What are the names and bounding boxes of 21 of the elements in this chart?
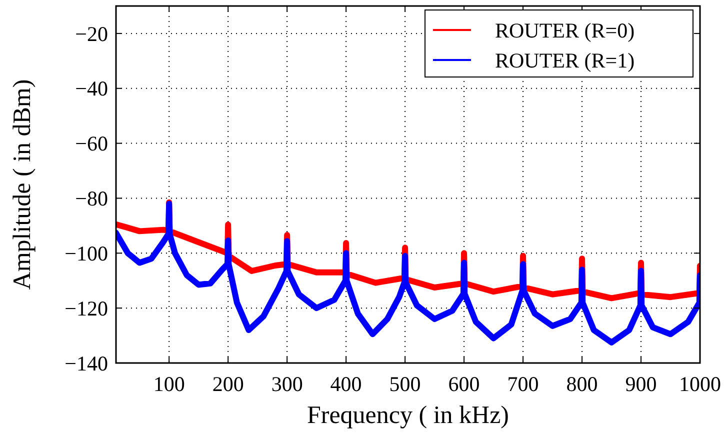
x-tick-label: 700 [507, 372, 539, 396]
x-tick-label: 1000 [679, 372, 721, 396]
y-tick-label: −40 [75, 76, 108, 101]
legend-label: ROUTER (R=0) [495, 18, 635, 42]
x-tick-label: 800 [566, 372, 598, 396]
x-axis-title: Frequency ( in kHz) [306, 402, 510, 429]
y-tick-label: −80 [75, 186, 108, 211]
x-tick-label: 500 [389, 372, 421, 396]
y-axis-title: Amplitude ( in dBm) [9, 79, 36, 290]
x-tick-label: 200 [212, 372, 244, 396]
legend-label: ROUTER (R=1) [495, 48, 635, 72]
y-tick-label: −120 [64, 296, 108, 320]
x-tick-label: 400 [330, 372, 362, 396]
x-tick-label: 100 [153, 372, 185, 396]
y-tick-label: −20 [75, 22, 108, 46]
y-tick-label: −140 [64, 351, 108, 376]
y-tick-label: −60 [75, 132, 108, 156]
x-tick-label: 300 [271, 372, 303, 396]
y-tick-label: −100 [64, 242, 108, 266]
x-tick-label: 900 [625, 372, 657, 396]
x-tick-label: 600 [448, 372, 480, 396]
